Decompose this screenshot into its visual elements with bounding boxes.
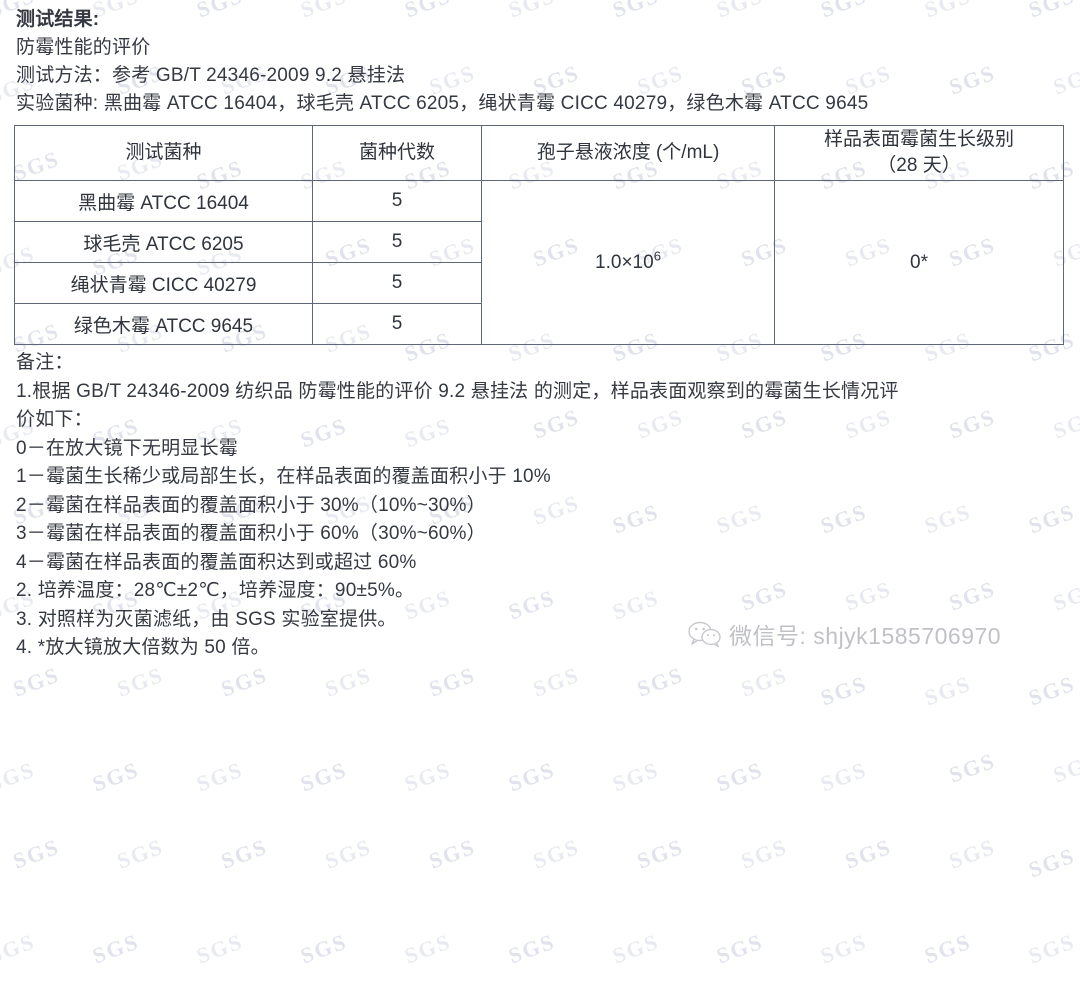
- watermark-mark: SGS: [0, 756, 39, 797]
- watermark-mark: SGS: [713, 756, 767, 797]
- intro-block: 测试结果: 防霉性能的评价 测试方法：参考 GB/T 24346-2009 9.…: [0, 0, 1080, 118]
- watermark-mark: SGS: [633, 833, 687, 874]
- watermark-mark: SGS: [9, 833, 63, 874]
- grade-scale-2: 2－霉菌在样品表面的覆盖面积小于 30%（10%~30%）: [16, 494, 486, 516]
- watermark-mark: SGS: [841, 833, 895, 874]
- subtitle: 防霉性能的评价: [16, 37, 151, 58]
- cell-strain: 球毛壳 ATCC 6205: [14, 221, 313, 263]
- watermark-mark: SGS: [193, 756, 247, 797]
- table-head: 测试菌种 菌种代数 孢子悬液浓度 (个/mL) 样品表面霉菌生长级别 （28 天…: [14, 125, 1064, 181]
- page-title: 测试结果:: [16, 9, 100, 30]
- watermark-mark: SGS: [921, 928, 975, 969]
- watermark-mark: SGS: [193, 928, 247, 969]
- cell-strain: 黑曲霉 ATCC 16404: [14, 180, 313, 222]
- watermark-mark: SGS: [505, 756, 559, 797]
- note-item-1: 1.根据 GB/T 24346-2009 纺织品 防霉性能的评价 9.2 悬挂法…: [16, 380, 899, 402]
- watermark-mark: SGS: [297, 756, 351, 797]
- watermark-mark: SGS: [609, 756, 663, 797]
- watermark-mark: SGS: [505, 928, 559, 969]
- grade-scale-3: 3－霉菌在样品表面的覆盖面积小于 60%（30%~60%）: [16, 523, 486, 544]
- table-row: 绳状青霉 CICC 40279 5: [14, 262, 1064, 304]
- test-method-line: 测试方法：参考 GB/T 24346-2009 9.2 悬挂法: [16, 65, 406, 86]
- header-grade-line1: 样品表面霉菌生长级别: [823, 129, 1014, 150]
- watermark-mark: SGS: [401, 928, 455, 969]
- watermark-mark: SGS: [1025, 842, 1079, 883]
- header-grade-line2: （28 天）: [877, 155, 961, 176]
- watermark-mark: SGS: [0, 928, 39, 969]
- grade-scale-0: 0－在放大镜下无明显长霉: [16, 437, 238, 459]
- watermark-mark: SGS: [945, 747, 999, 788]
- watermark-mark: SGS: [817, 928, 871, 969]
- notes-title: 备注：: [16, 352, 74, 373]
- cell-generation: 5: [312, 262, 482, 304]
- note-item-2: 2. 培养温度：28℃±2℃，培养湿度：90±5%。: [16, 580, 415, 601]
- watermark-mark: SGS: [817, 756, 871, 797]
- test-strains-line: 实验菌种: 黑曲霉 ATCC 16404，球毛壳 ATCC 6205，绳状青霉 …: [16, 93, 869, 114]
- grade-scale-1: 1－霉菌生长稀少或局部生长，在样品表面的覆盖面积小于 10%: [16, 466, 551, 487]
- table-row: 球毛壳 ATCC 6205 5: [14, 221, 1064, 263]
- concentration-exponent: 6: [653, 248, 661, 264]
- results-table: 测试菌种 菌种代数 孢子悬液浓度 (个/mL) 样品表面霉菌生长级别 （28 天…: [14, 125, 1064, 345]
- header-strain: 测试菌种: [14, 125, 313, 181]
- cell-strain: 绿色木霉 ATCC 9645: [14, 303, 313, 345]
- note-item-4: 4. *放大镜放大倍数为 50 倍。: [16, 637, 270, 658]
- watermark-mark: SGS: [425, 833, 479, 874]
- cell-strain: 绳状青霉 CICC 40279: [14, 262, 313, 304]
- watermark-mark: SGS: [1025, 928, 1079, 969]
- wechat-id-label: 微信号: shjyk1585706970: [729, 623, 1002, 649]
- watermark-mark: SGS: [609, 928, 663, 969]
- cell-generation: 5: [312, 303, 482, 345]
- watermark-mark: SGS: [321, 833, 375, 874]
- table-header-row: 测试菌种 菌种代数 孢子悬液浓度 (个/mL) 样品表面霉菌生长级别 （28 天…: [14, 125, 1064, 181]
- document-page: 测试结果: 防霉性能的评价 测试方法：参考 GB/T 24346-2009 9.…: [0, 0, 1080, 663]
- watermark-mark: SGS: [737, 833, 791, 874]
- header-grade: 样品表面霉菌生长级别 （28 天）: [774, 125, 1064, 181]
- table-row: 黑曲霉 ATCC 16404 5 1.0×106 0*: [14, 180, 1064, 345]
- watermark-mark: SGS: [89, 756, 143, 797]
- watermark-mark: SGS: [217, 833, 271, 874]
- notes-block: 备注： 1.根据 GB/T 24346-2009 纺织品 防霉性能的评价 9.2…: [0, 345, 1080, 663]
- cell-generation: 5: [312, 180, 482, 222]
- cell-generation: 5: [312, 221, 482, 263]
- wechat-badge: 微信号: shjyk1585706970: [688, 617, 1001, 651]
- concentration-value: 1.0×10: [595, 251, 654, 273]
- watermark-mark: SGS: [89, 928, 143, 969]
- watermark-mark: SGS: [297, 928, 351, 969]
- watermark-mark: SGS: [945, 833, 999, 874]
- watermark-mark: SGS: [713, 928, 767, 969]
- watermark-mark: SGS: [401, 756, 455, 797]
- watermark-mark: SGS: [529, 833, 583, 874]
- table-body: 黑曲霉 ATCC 16404 5 1.0×106 0* 球毛壳 ATCC 620…: [14, 180, 1064, 345]
- note-item-1-cont: 价如下：: [16, 409, 93, 430]
- cell-concentration-merged: 1.0×106: [481, 180, 775, 345]
- note-item-3: 3. 对照样为灭菌滤纸，由 SGS 实验室提供。: [16, 608, 397, 630]
- header-concentration: 孢子悬液浓度 (个/mL): [481, 125, 775, 181]
- watermark-mark: SGS: [113, 833, 167, 874]
- cell-grade-merged: 0*: [774, 180, 1064, 345]
- grade-scale-4: 4－霉菌在样品表面的覆盖面积达到或超过 60%: [16, 551, 417, 573]
- watermark-mark: SGS: [1049, 747, 1080, 788]
- table-row: 绿色木霉 ATCC 9645 5: [14, 303, 1064, 345]
- results-table-wrap: 测试菌种 菌种代数 孢子悬液浓度 (个/mL) 样品表面霉菌生长级别 （28 天…: [14, 125, 1064, 345]
- header-generation: 菌种代数: [312, 125, 482, 181]
- wechat-icon: [688, 621, 722, 648]
